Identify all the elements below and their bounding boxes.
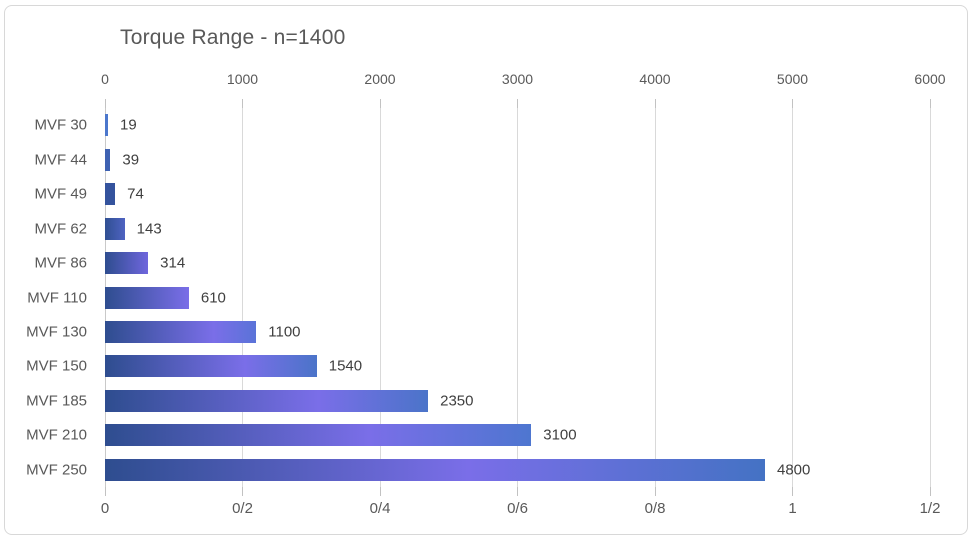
bottom-axis-tick	[929, 487, 931, 496]
gridline	[242, 108, 243, 487]
bottom-axis-tick-label: 0	[100, 500, 110, 517]
category-axis: MVF 30 MVF 44 MVF 49 MVF 62 MVF 86 MVF 110 MVF…	[0, 108, 95, 487]
chart-title: Torque Range - n=1400	[120, 26, 346, 49]
bottom-axis-tick-label: 0/2	[232, 500, 253, 517]
chart-frame	[4, 5, 968, 535]
bar-mvf-250	[105, 458, 765, 481]
top-axis-tick	[379, 99, 381, 108]
bar-mvf-130	[105, 320, 257, 343]
bar-value-label: 1540	[328, 357, 363, 375]
bar-value-label: 314	[160, 254, 186, 272]
category-label: MVF 150	[26, 357, 87, 375]
category-label: MVF 62	[34, 220, 87, 238]
top-axis-tick-label: 1000	[226, 71, 259, 87]
top-axis-tick	[104, 99, 106, 108]
bar-mvf-110	[105, 286, 189, 309]
gridline	[517, 108, 518, 487]
bar-value-label: 610	[200, 289, 226, 306]
bottom-axis-tick	[792, 487, 793, 496]
bar-mvf-44	[105, 148, 111, 171]
top-axis-tick-label: 6000	[914, 71, 946, 87]
bar-value-label: 4800	[777, 461, 811, 479]
bar-mvf-49	[105, 183, 116, 206]
bottom-axis-tick-label: 0/8	[644, 500, 666, 517]
gridline	[929, 108, 931, 487]
category-label: MVF 44	[34, 151, 87, 169]
bottom-axis-tick	[517, 487, 518, 496]
top-axis-tick-label: 3000	[501, 71, 534, 87]
bar-value-label: 143	[136, 220, 162, 238]
plot-area: 19 39 74 143 314 610 1100 1540 2350 3100 4800	[104, 108, 938, 487]
top-axis-tick-label: 2000	[364, 71, 396, 87]
bar-value-label: 3100	[543, 426, 577, 444]
bottom-axis-tick-label: 0/4	[369, 500, 391, 517]
category-label: MVF 86	[34, 254, 87, 272]
top-axis-tick	[929, 99, 931, 108]
bar-value-label: 19	[120, 116, 137, 134]
bottom-axis-tick-label: 1	[788, 500, 797, 517]
category-label: MVF 250	[26, 461, 87, 479]
gridline	[792, 108, 793, 487]
bar-mvf-150	[105, 355, 317, 378]
bar-value-label: 74	[127, 185, 144, 203]
category-label: MVF 210	[26, 426, 87, 444]
category-label: MVF 185	[26, 392, 87, 410]
category-label: MVF 49	[34, 185, 87, 203]
top-axis-tick	[654, 99, 656, 108]
bar-mvf-210	[105, 424, 532, 447]
bar-value-label: 39	[122, 151, 140, 169]
bottom-axis-tick	[104, 487, 106, 496]
bar-mvf-86	[105, 252, 149, 275]
bar-mvf-62	[105, 217, 125, 240]
bar-value-label: 1100	[268, 323, 301, 341]
category-label: MVF 130	[26, 323, 87, 341]
bottom-axis-tick-label: 1/2	[919, 500, 941, 517]
category-label: MVF 30	[34, 116, 87, 134]
bottom-axis-tick	[242, 487, 243, 496]
top-axis-tick	[792, 99, 793, 108]
bottom-axis-tick	[654, 487, 656, 496]
top-axis-tick	[242, 99, 243, 108]
top-axis-tick-label: 4000	[639, 71, 671, 87]
bottom-axis-tick	[379, 487, 381, 496]
gridline	[654, 108, 656, 487]
top-axis-tick-label: 5000	[776, 71, 809, 87]
category-label: MVF 110	[27, 289, 87, 306]
gridline	[379, 108, 381, 487]
top-axis-tick-label: 0	[101, 71, 109, 87]
bar-mvf-185	[105, 389, 429, 412]
bottom-axis-tick-label: 0/6	[507, 500, 528, 517]
bar-value-label: 2350	[440, 392, 474, 410]
bar-mvf-30	[105, 114, 108, 137]
top-axis-tick	[517, 99, 518, 108]
